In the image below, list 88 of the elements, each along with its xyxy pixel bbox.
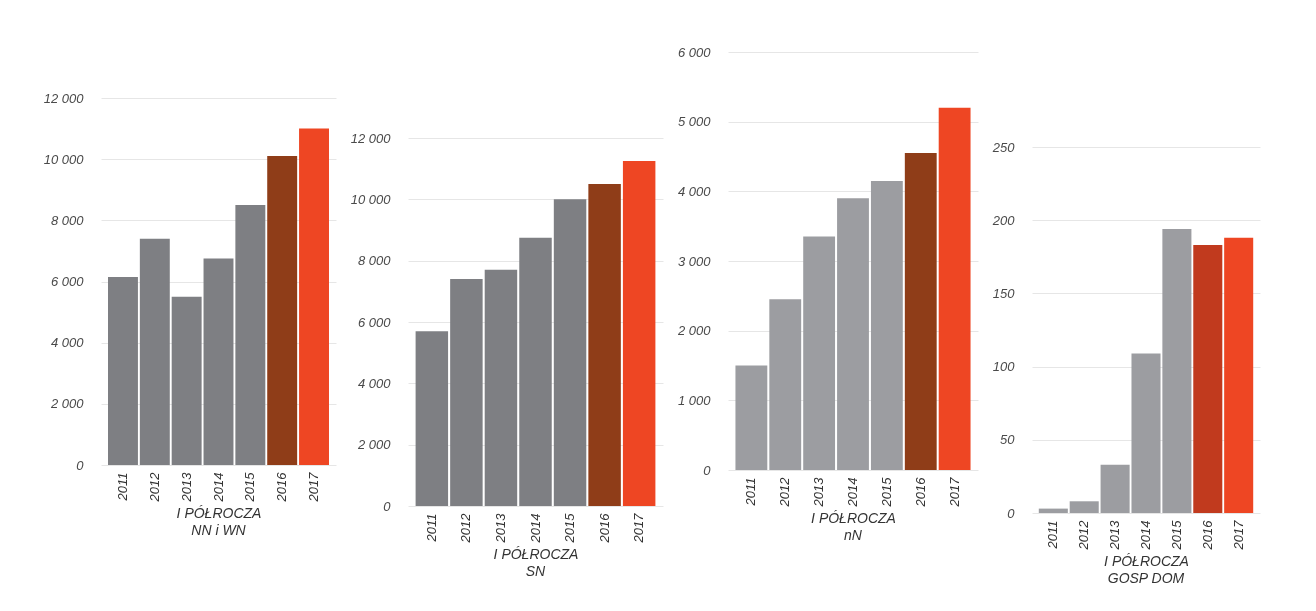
x-tick-label: 2015: [878, 476, 894, 508]
x-tick-label: 2011: [423, 513, 439, 543]
x-tick-label: 2013: [811, 476, 827, 508]
x-tick-label: 2016: [596, 512, 612, 544]
y-tick-label: 0: [383, 498, 392, 514]
bar: [519, 237, 552, 506]
y-tick-label: 12 000: [43, 90, 85, 106]
x-tick-label: 2013: [492, 512, 508, 544]
x-tick-label: 2016: [274, 471, 290, 503]
y-tick-label: 2 000: [49, 396, 85, 412]
bar: [235, 205, 266, 465]
bar: [415, 331, 449, 506]
y-tick-label: 6 000: [357, 314, 392, 330]
bar: [588, 184, 621, 506]
text: GOSP DOM: [1107, 569, 1185, 586]
y-tick-label: 5 000: [677, 114, 712, 130]
x-axis-title: I PÓŁROCZA: [493, 546, 579, 563]
y-tick-label: 1 000: [677, 392, 712, 408]
y-tick-label: 8 000: [357, 253, 392, 269]
x-tick-label: 2016: [1199, 519, 1215, 551]
bar: [450, 279, 483, 506]
y-tick-label: 4 000: [677, 183, 712, 199]
x-tick-label: 2016: [912, 476, 928, 508]
x-axis-title: I PÓŁROCZA: [176, 505, 262, 522]
bar: [484, 269, 518, 506]
y-tick-label: 6 000: [50, 274, 85, 289]
x-tick-label: 2012: [777, 476, 793, 508]
y-tick-label: 200: [991, 212, 1016, 228]
x-tick-label: 2011: [743, 477, 759, 507]
bar: [108, 276, 138, 465]
x-tick-label: 2017: [1230, 519, 1246, 551]
y-tick-label: 0: [703, 462, 712, 478]
x-tick-label: 2012: [146, 471, 162, 503]
y-tick-label: 2 000: [676, 323, 712, 339]
x-tick-label: 2011: [114, 472, 130, 502]
bar: [139, 238, 170, 465]
bar: [769, 299, 802, 470]
bar: [870, 180, 903, 470]
y-tick-label: 2 000: [356, 437, 392, 453]
bar: [735, 365, 768, 470]
bar: [1069, 501, 1099, 513]
x-tick-label: 2013: [1107, 519, 1123, 551]
x-tick-label: 2011: [1045, 520, 1061, 550]
x-axis-title: I PÓŁROCZA: [1104, 553, 1189, 570]
y-tick-label: 3 000: [677, 253, 712, 269]
bar: [1224, 237, 1254, 513]
bar: [1193, 245, 1223, 513]
x-tick-label: 2015: [242, 471, 258, 503]
y-tick-label: 4 000: [50, 335, 85, 351]
bar: [803, 236, 836, 470]
y-tick-label: 6 000: [677, 44, 712, 60]
x-tick-label: 2014: [210, 472, 226, 503]
y-tick-label: 12 000: [350, 130, 392, 146]
y-tick-label: 0: [76, 457, 85, 473]
bar: [203, 258, 234, 465]
y-tick-label: 250: [991, 139, 1016, 155]
x-axis-title: I PÓŁROCZA: [811, 510, 896, 527]
bar: [904, 153, 937, 470]
bar: [299, 128, 329, 465]
y-tick-label: 10 000: [350, 191, 392, 207]
y-tick-label: 50: [1000, 432, 1016, 448]
bar: [938, 107, 971, 470]
bar: [622, 161, 656, 506]
bar: [267, 156, 298, 465]
x-tick-label: 2015: [562, 512, 578, 544]
text: NN i WN: [191, 521, 247, 538]
y-tick-label: 150: [992, 285, 1016, 301]
x-tick-label: 2017: [946, 476, 962, 508]
y-tick-label: 0: [1007, 505, 1016, 521]
y-tick-label: 10 000: [43, 151, 85, 167]
x-tick-label: 2013: [178, 471, 194, 503]
x-tick-label: 2014: [845, 477, 860, 508]
text: nN: [844, 526, 863, 543]
x-tick-label: 2014: [527, 513, 543, 544]
text: SN: [525, 562, 547, 579]
x-tick-label: 2012: [458, 512, 474, 544]
y-tick-label: 8 000: [50, 212, 85, 228]
x-tick-label: 2015: [1168, 519, 1184, 551]
x-tick-label: 2014: [1138, 520, 1153, 551]
x-tick-label: 2017: [631, 512, 647, 544]
bar: [837, 198, 869, 470]
bar: [1038, 508, 1068, 513]
x-tick-label: 2012: [1076, 519, 1092, 551]
bar: [553, 199, 587, 506]
y-tick-label: 4 000: [357, 375, 392, 391]
y-tick-label: 100: [992, 359, 1016, 375]
bar: [171, 296, 202, 465]
x-tick-label: 2017: [306, 471, 322, 503]
